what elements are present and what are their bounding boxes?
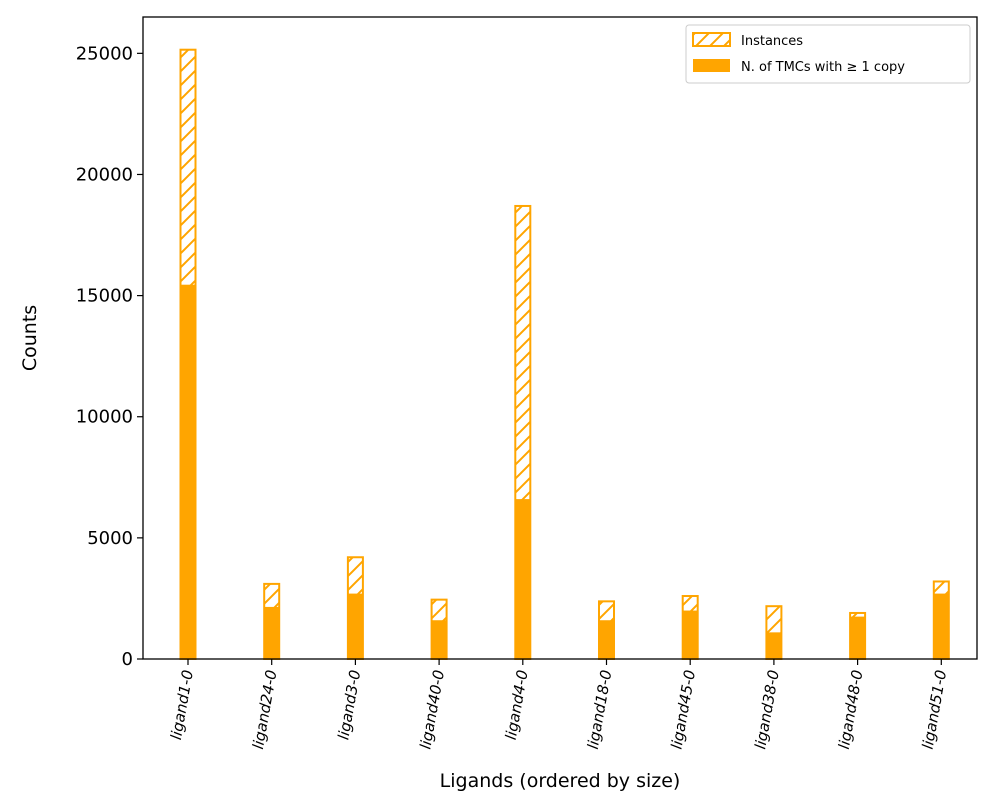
bar-tmcs-ligand24-0 [264,606,280,659]
bar-tmcs-ligand3-0 [347,593,363,659]
y-tick-label: 5000 [87,528,133,549]
plot-area-frame [142,16,978,660]
y-tick-label: 0 [122,649,133,670]
y-axis-label: Counts [19,305,41,371]
x-tick-label: ligand38-0 [751,669,783,751]
bar-tmcs-ligand48-0 [850,616,866,659]
bar-tmcs-ligand18-0 [599,620,614,659]
legend-swatch-instances [692,32,731,47]
y-tick-label: 15000 [76,286,133,307]
x-tick-label: ligand1-0 [167,669,197,742]
bar-tmcs-ligand45-0 [682,610,698,659]
legend-label-instances: Instances [741,34,803,49]
x-tick-label: ligand4-0 [502,669,532,742]
x-axis: ligand1-0 ligand24-0 ligand3-0 ligand40-0 li… [167,659,950,751]
legend: Instances N. of TMCs with ≥ 1 copy [685,24,971,84]
x-tick-label: ligand45-0 [667,669,699,751]
bars-group [179,48,950,661]
bar-tmcs-ligand1-0 [180,284,196,659]
legend-label-tmcs: N. of TMCs with ≥ 1 copy [741,60,905,75]
legend-frame [685,24,971,84]
x-tick-label: ligand40-0 [416,669,448,751]
y-axis: 0 5000 10000 15000 20000 25000 [76,43,143,670]
x-tick-label: ligand18-0 [584,669,616,751]
bar-tmcs-ligand51-0 [933,593,949,659]
x-tick-label: ligand51-0 [919,669,951,751]
x-axis-label: Ligands (ordered by size) [440,770,681,792]
bar-tmcs-ligand38-0 [766,632,782,659]
y-tick-label: 25000 [76,43,133,64]
x-tick-label: ligand3-0 [334,669,364,742]
bar-tmcs-ligand40-0 [431,620,447,659]
y-tick-label: 20000 [76,164,133,185]
legend-swatch-tmcs [693,59,730,72]
x-tick-label: ligand48-0 [835,669,867,751]
x-tick-label: ligand24-0 [249,669,281,751]
bar-tmcs-ligand4-0 [515,499,531,659]
y-tick-label: 10000 [76,407,133,428]
